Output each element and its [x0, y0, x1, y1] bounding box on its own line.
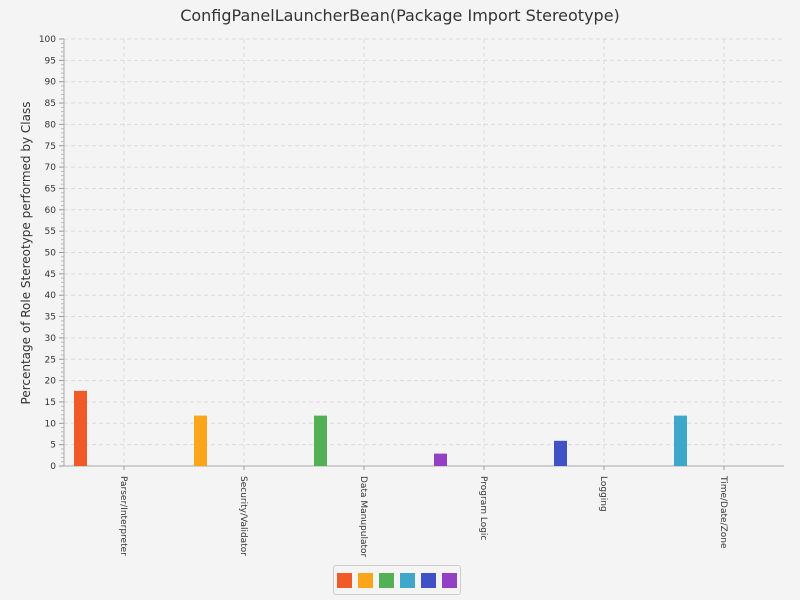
y-tick-label: 20: [45, 377, 57, 387]
x-tick-label: Data Manupulator: [358, 476, 368, 558]
y-tick-label: 100: [39, 35, 56, 45]
y-tick-label: 45: [45, 270, 56, 280]
y-tick-label: 50: [45, 249, 57, 259]
y-tick-label: 25: [45, 355, 56, 365]
legend-swatch: [421, 572, 436, 588]
legend-swatch: [379, 572, 394, 588]
legend-swatch: [337, 572, 352, 588]
y-tick-label: 35: [45, 313, 56, 323]
y-tick-label: 15: [45, 398, 56, 408]
bar: [314, 415, 327, 466]
y-tick-label: 60: [45, 206, 57, 216]
x-tick-label: Time/Date/Zone: [718, 475, 728, 549]
bar: [194, 415, 207, 466]
bar: [74, 390, 87, 466]
y-tick-label: 65: [45, 184, 56, 194]
y-tick-label: 30: [45, 334, 57, 344]
legend-swatch: [442, 572, 457, 588]
x-tick-label: Logging: [598, 476, 608, 512]
chart-title: ConfigPanelLauncherBean(Package Import S…: [180, 6, 620, 25]
bar: [674, 415, 687, 466]
y-tick-label: 5: [50, 441, 56, 451]
x-tick-label: Program Logic: [478, 476, 488, 540]
legend-swatch: [400, 572, 415, 588]
y-tick-label: 90: [45, 78, 57, 88]
y-tick-label: 70: [45, 163, 57, 173]
bar: [554, 440, 567, 466]
y-tick-label: 80: [45, 120, 57, 130]
y-tick-label: 40: [45, 291, 57, 301]
y-tick-label: 55: [45, 227, 56, 237]
bar: [434, 453, 447, 466]
x-tick-label: Security/Validator: [238, 476, 248, 556]
y-tick-label: 95: [45, 56, 56, 66]
y-tick-label: 85: [45, 99, 56, 109]
y-tick-label: 10: [45, 419, 57, 429]
legend: [333, 565, 461, 595]
x-tick-label: Parser/Interpreter: [118, 476, 128, 556]
y-tick-label: 75: [45, 142, 56, 152]
y-tick-label: 0: [50, 462, 56, 472]
legend-swatch: [358, 572, 373, 588]
